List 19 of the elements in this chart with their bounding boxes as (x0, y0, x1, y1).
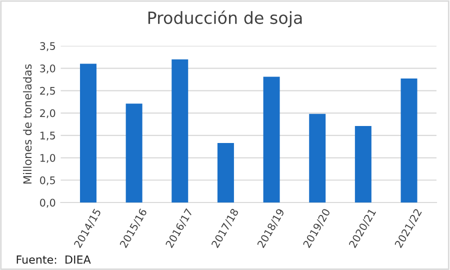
bar (172, 59, 188, 202)
y-tick-label: 2,0 (40, 109, 56, 118)
bar (80, 64, 96, 202)
chart-title: Producción de soja (148, 10, 302, 28)
y-axis-title: Millones de toneladas (23, 64, 32, 184)
bar (217, 142, 234, 202)
bar (400, 78, 418, 202)
y-tick-label: 2,5 (40, 86, 55, 96)
y-tick-label: 1,0 (40, 154, 56, 163)
y-tick-label: 0,0 (40, 198, 56, 208)
y-tick-label: 3,0 (40, 64, 56, 74)
bar (126, 104, 142, 202)
bar (309, 114, 326, 202)
bar (354, 126, 372, 202)
y-tick-label: 1,5 (40, 132, 55, 141)
source-note: Fuente: DIEA (16, 256, 91, 264)
bar (263, 76, 280, 202)
y-tick-label: 0,5 (40, 176, 55, 186)
y-tick-label: 3,5 (40, 42, 55, 52)
